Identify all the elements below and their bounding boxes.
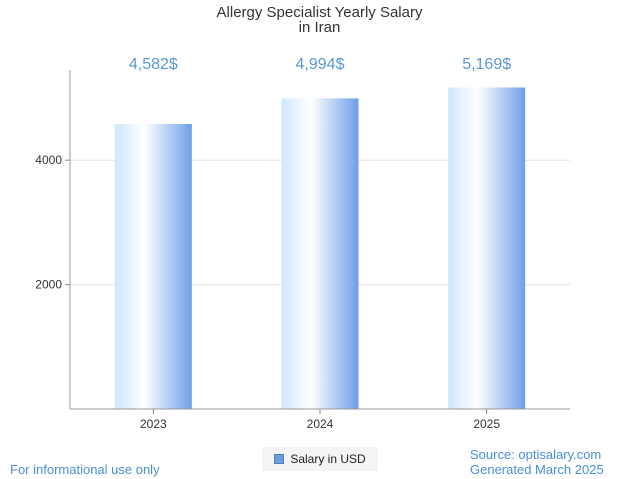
bar-2025 xyxy=(448,87,526,410)
value-label: 4,582$ xyxy=(129,56,178,73)
y-tick-label: 4000 xyxy=(35,153,62,167)
footer-note: For informational use only xyxy=(10,462,160,477)
chart-title-line-1: Allergy Specialist Yearly Salary xyxy=(216,4,423,21)
legend-swatch xyxy=(274,454,285,464)
x-tick-label: 2025 xyxy=(473,417,500,431)
legend-label: Salary in USD xyxy=(290,452,366,466)
x-tick-label: 2023 xyxy=(140,417,167,431)
bar-2024 xyxy=(281,98,359,409)
footer-generated: Generated March 2025 xyxy=(470,462,604,477)
x-tick-label: 2024 xyxy=(307,417,334,431)
chart-title-line-2: in Iran xyxy=(298,19,341,36)
legend[interactable]: Salary in USD xyxy=(262,447,378,471)
footer-source: Source: optisalary.com xyxy=(470,447,602,462)
value-label: 5,169$ xyxy=(462,56,511,73)
bar-2023 xyxy=(114,123,192,409)
value-label: 4,994$ xyxy=(296,56,345,73)
y-tick-label: 2000 xyxy=(35,278,62,292)
